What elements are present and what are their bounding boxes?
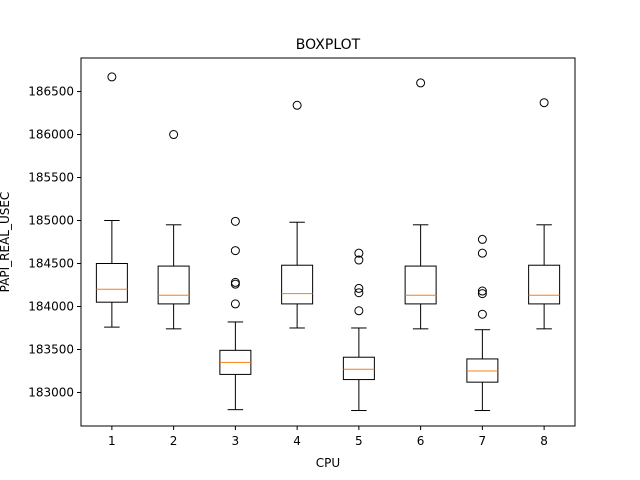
box-group	[157, 130, 190, 330]
outlier-point	[477, 309, 487, 319]
y-tick-label: 183500	[28, 342, 74, 356]
outlier-point	[230, 277, 240, 287]
box	[95, 262, 128, 303]
x-tick-label: 3	[232, 434, 240, 448]
y-tick-label: 185500	[28, 171, 74, 185]
y-tick-label: 184500	[28, 256, 74, 270]
outlier-point	[354, 288, 364, 298]
plot-content	[95, 72, 561, 412]
outlier-point	[169, 130, 179, 140]
box	[157, 265, 190, 305]
chart-title: BOXPLOT	[296, 37, 361, 53]
outlier-point	[477, 248, 487, 258]
box-group	[466, 234, 499, 412]
outlier-point	[354, 248, 364, 258]
x-tick-label: 6	[417, 434, 425, 448]
box-group	[219, 216, 252, 411]
outlier-point	[230, 299, 240, 309]
outlier-point	[107, 72, 117, 82]
outlier-point	[477, 234, 487, 244]
y-tick-label: 186000	[28, 128, 74, 142]
box	[281, 264, 314, 305]
x-axis-label: CPU	[316, 456, 340, 470]
outlier-point	[539, 98, 549, 108]
box-group	[528, 98, 561, 330]
box-group	[95, 72, 128, 328]
box	[342, 356, 375, 381]
box	[528, 264, 561, 305]
y-tick-label: 183000	[28, 385, 74, 399]
outlier-point	[477, 286, 487, 296]
y-tick-label: 186500	[28, 85, 74, 99]
x-tick-label: 1	[108, 434, 116, 448]
outlier-point	[230, 246, 240, 256]
box-group	[404, 78, 437, 330]
outlier-point	[354, 255, 364, 265]
outlier-point	[354, 283, 364, 293]
box-group	[281, 100, 314, 329]
x-tick-label: 5	[355, 434, 363, 448]
outlier-point	[230, 216, 240, 226]
x-tick-label: 2	[170, 434, 178, 448]
outlier-point	[416, 78, 426, 88]
y-tick-label: 185000	[28, 214, 74, 228]
outlier-point	[477, 289, 487, 299]
x-tick-label: 7	[479, 434, 487, 448]
y-axis-label: PAPI_REAL_USEC	[0, 192, 12, 293]
x-tick-label: 8	[540, 434, 548, 448]
y-axis: 183000 183500 184000 184500 185000 185500 1860…	[28, 85, 81, 399]
plot-frame	[80, 57, 576, 427]
outlier-point	[292, 100, 302, 110]
outlier-point	[354, 306, 364, 316]
box	[404, 265, 437, 305]
y-tick-label: 184000	[28, 299, 74, 313]
x-axis: 1 2 3 4 5 6 7 8	[108, 426, 548, 448]
box-group	[342, 248, 375, 412]
x-tick-label: 4	[293, 434, 301, 448]
